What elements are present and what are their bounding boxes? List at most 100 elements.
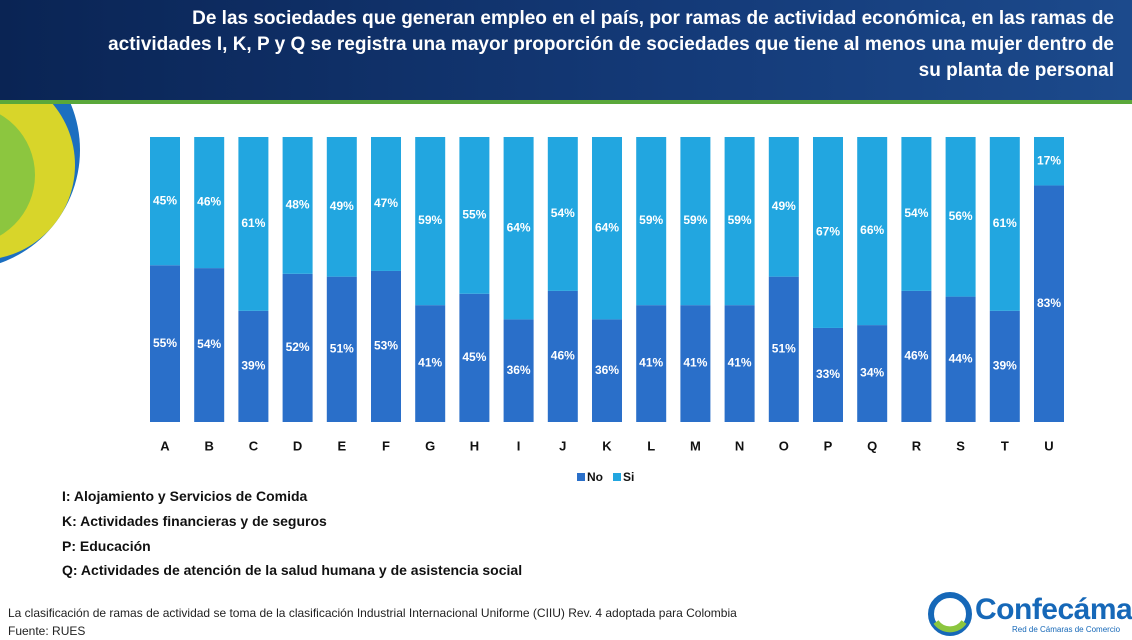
bar-segment bbox=[989, 137, 1020, 311]
value-label: 67% bbox=[816, 225, 840, 239]
bar-segment bbox=[989, 310, 1020, 422]
x-tick-label: E bbox=[337, 438, 346, 453]
value-label: 41% bbox=[683, 356, 707, 370]
x-tick-label: F bbox=[382, 438, 390, 453]
value-label: 49% bbox=[330, 199, 354, 213]
note: P: Educación bbox=[62, 538, 151, 554]
value-label: 61% bbox=[241, 216, 265, 230]
x-tick-label: J bbox=[559, 438, 566, 453]
note: I: Alojamiento y Servicios de Comida bbox=[62, 488, 308, 504]
value-label: 51% bbox=[330, 341, 354, 355]
value-label: 49% bbox=[772, 199, 796, 213]
bar-segment bbox=[238, 137, 269, 311]
value-label: 64% bbox=[595, 220, 619, 234]
bar-segment bbox=[459, 293, 490, 422]
bar-segment bbox=[282, 273, 313, 422]
bar-segment bbox=[680, 305, 711, 422]
x-tick-label: D bbox=[293, 438, 302, 453]
logo-tagline: Red de Cámaras de Comercio bbox=[1012, 625, 1121, 634]
source: Fuente: RUES bbox=[8, 624, 86, 638]
bar-segment bbox=[636, 137, 667, 306]
value-label: 53% bbox=[374, 339, 398, 353]
note: Q: Actividades de atención de la salud h… bbox=[62, 562, 523, 578]
x-tick-label: C bbox=[249, 438, 259, 453]
logo: Confecámaras bbox=[975, 593, 1132, 626]
x-tick-label: U bbox=[1044, 438, 1053, 453]
x-tick-label: P bbox=[824, 438, 833, 453]
legend-label: Si bbox=[623, 470, 634, 484]
bar-segment bbox=[415, 137, 446, 306]
bar-segment bbox=[813, 137, 843, 328]
value-label: 66% bbox=[860, 223, 884, 237]
value-label: 34% bbox=[860, 366, 884, 380]
legend-label: No bbox=[587, 470, 603, 484]
bar-segment bbox=[547, 290, 578, 422]
x-tick-label: S bbox=[956, 438, 965, 453]
x-tick-label: K bbox=[602, 438, 612, 453]
bar-segment bbox=[150, 137, 180, 266]
bar-segment bbox=[945, 137, 976, 297]
x-tick-label: G bbox=[425, 438, 435, 453]
value-label: 61% bbox=[993, 216, 1017, 230]
value-label: 55% bbox=[462, 208, 486, 222]
value-label: 39% bbox=[993, 359, 1017, 373]
bar-segment bbox=[459, 137, 490, 294]
value-label: 59% bbox=[683, 213, 707, 227]
value-label: 56% bbox=[949, 209, 973, 223]
value-label: 45% bbox=[153, 193, 177, 207]
bar-segment bbox=[945, 296, 976, 422]
bar-segment bbox=[1034, 185, 1064, 422]
bar-segment bbox=[768, 137, 799, 277]
chart-title: De las sociedades que generan empleo en … bbox=[108, 8, 1114, 81]
value-label: 54% bbox=[904, 206, 928, 220]
value-label: 36% bbox=[507, 363, 531, 377]
legend-swatch bbox=[577, 473, 585, 481]
x-tick-label: R bbox=[912, 438, 922, 453]
x-tick-label: B bbox=[205, 438, 214, 453]
bar-segment bbox=[547, 137, 578, 291]
bar-segment bbox=[238, 310, 269, 422]
bar-segment bbox=[680, 137, 711, 306]
x-tick-label: M bbox=[690, 438, 701, 453]
value-label: 83% bbox=[1037, 296, 1061, 310]
value-label: 54% bbox=[551, 206, 575, 220]
value-label: 36% bbox=[595, 363, 619, 377]
value-label: 48% bbox=[286, 198, 310, 212]
value-label: 55% bbox=[153, 336, 177, 350]
value-label: 44% bbox=[949, 351, 973, 365]
bar-segment bbox=[371, 270, 401, 422]
value-label: 59% bbox=[728, 213, 752, 227]
value-label: 46% bbox=[551, 349, 575, 363]
bar-segment bbox=[901, 290, 932, 422]
bar-segment bbox=[857, 325, 888, 422]
x-tick-label: Q bbox=[867, 438, 877, 453]
value-label: 45% bbox=[462, 350, 486, 364]
x-tick-label: L bbox=[647, 438, 655, 453]
value-label: 52% bbox=[286, 340, 310, 354]
bar-segment bbox=[857, 137, 888, 326]
value-label: 54% bbox=[197, 337, 221, 351]
value-label: 17% bbox=[1037, 153, 1061, 167]
bar-segment bbox=[371, 137, 401, 271]
x-tick-label: O bbox=[779, 438, 789, 453]
value-label: 59% bbox=[418, 213, 442, 227]
bar-segment bbox=[636, 305, 667, 422]
bar-segment bbox=[592, 137, 622, 320]
legend-swatch bbox=[613, 473, 621, 481]
bar-segment bbox=[1034, 137, 1064, 186]
bar-segment bbox=[415, 305, 446, 422]
footnote: La clasificación de ramas de actividad s… bbox=[8, 606, 737, 620]
value-label: 41% bbox=[418, 356, 442, 370]
bar-segment bbox=[724, 305, 755, 422]
value-label: 59% bbox=[639, 213, 663, 227]
value-label: 46% bbox=[197, 195, 221, 209]
bar-segment bbox=[326, 137, 357, 277]
x-tick-label: I bbox=[517, 438, 521, 453]
x-tick-label: N bbox=[735, 438, 744, 453]
value-label: 39% bbox=[241, 359, 265, 373]
value-label: 41% bbox=[639, 356, 663, 370]
bar-segment bbox=[901, 137, 932, 291]
value-label: 47% bbox=[374, 196, 398, 210]
